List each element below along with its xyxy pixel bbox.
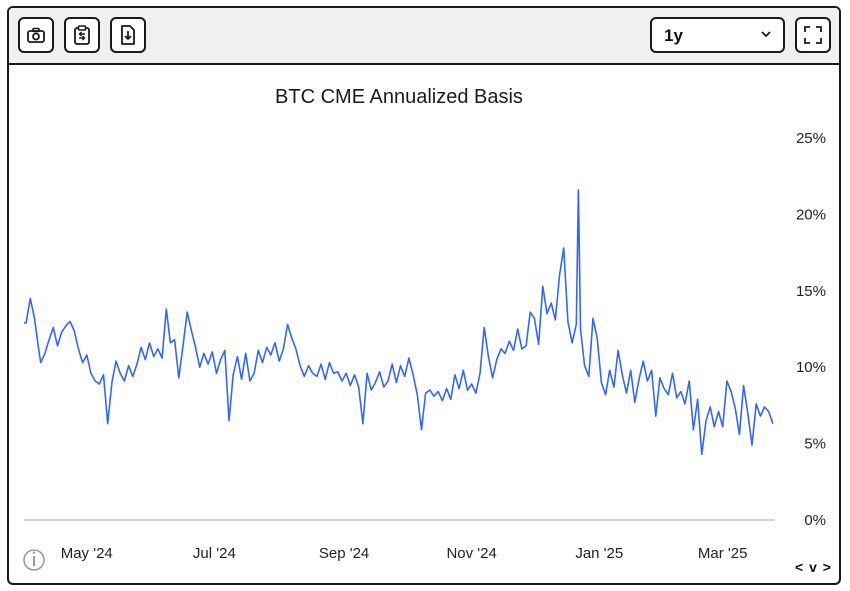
chart-widget: 1y BTC CME Annualized Basis 25% 20% 15% 10%… bbox=[7, 6, 841, 585]
camera-icon bbox=[27, 27, 45, 43]
info-icon[interactable] bbox=[23, 549, 45, 571]
nav-prev-button[interactable]: < bbox=[795, 559, 805, 575]
y-tick-label: 25% bbox=[796, 130, 826, 147]
file-download-icon bbox=[121, 25, 135, 45]
x-tick-label: Nov '24 bbox=[446, 545, 496, 562]
fullscreen-icon bbox=[804, 26, 822, 44]
y-tick-label: 15% bbox=[796, 283, 826, 300]
x-tick-label: Sep '24 bbox=[319, 545, 369, 562]
fullscreen-button[interactable] bbox=[795, 17, 831, 53]
nav-next-button[interactable]: > bbox=[822, 559, 832, 575]
nav-down-button[interactable]: v bbox=[809, 559, 818, 575]
chevron-down-icon bbox=[761, 31, 771, 38]
y-tick-label: 5% bbox=[804, 436, 826, 453]
line-chart: BTC CME Annualized Basis 25% 20% 15% 10% 5% 0… bbox=[23, 86, 826, 571]
range-select[interactable]: 1y bbox=[650, 17, 785, 53]
chart-nav: < v > bbox=[795, 559, 832, 575]
x-tick-label: Mar '25 bbox=[698, 545, 748, 562]
y-tick-label: 20% bbox=[796, 206, 826, 223]
y-tick-label: 0% bbox=[804, 512, 826, 529]
screenshot-button[interactable] bbox=[18, 17, 54, 53]
download-button[interactable] bbox=[110, 17, 146, 53]
toolbar: 1y bbox=[9, 8, 839, 65]
series-line bbox=[24, 189, 774, 456]
x-tick-label: Jul '24 bbox=[193, 545, 236, 562]
copy-button[interactable] bbox=[64, 17, 100, 53]
x-tick-label: Jan '25 bbox=[575, 545, 623, 562]
y-tick-label: 10% bbox=[796, 359, 826, 376]
x-tick-label: May '24 bbox=[61, 545, 113, 562]
clipboard-icon bbox=[74, 25, 90, 45]
range-value: 1y bbox=[664, 26, 683, 45]
chart-title: BTC CME Annualized Basis bbox=[275, 86, 523, 108]
